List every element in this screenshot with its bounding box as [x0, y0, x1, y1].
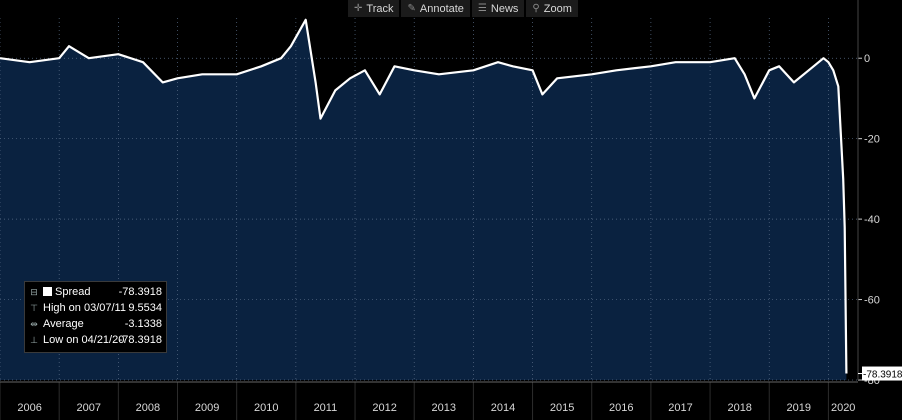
legend-label-spread: Spread — [43, 286, 90, 298]
high-marker-icon: ⊤ — [30, 303, 38, 313]
x-tick-label: 2020 — [831, 402, 855, 414]
x-tick-label: 2016 — [609, 402, 633, 414]
average-marker-icon: ⇹ — [30, 319, 38, 329]
x-tick-label: 2015 — [550, 402, 574, 414]
y-tick-label: -60 — [864, 295, 880, 307]
legend-row-spread: ⊟ Spread -78.3918 — [25, 285, 166, 301]
legend-value-high: 9.5534 — [128, 302, 162, 314]
spread-line — [0, 18, 848, 374]
series-swatch-icon: ⊟ — [30, 287, 38, 297]
x-tick-label: 2006 — [17, 402, 41, 414]
annotate-label: Annotate — [419, 2, 464, 15]
x-tick-label: 2010 — [254, 402, 278, 414]
zoom-button[interactable]: ⚲ Zoom — [526, 0, 578, 17]
pencil-icon: ✎ — [407, 3, 416, 14]
x-tick-label: 2018 — [727, 402, 751, 414]
legend-row-low: ⊥ Low on 04/21/20 -78.3918 — [25, 333, 166, 349]
chart-legend: ⊟ Spread -78.3918 ⊤ High on 03/07/11 9.5… — [24, 281, 167, 353]
track-label: Track — [366, 2, 394, 15]
last-value-tag — [862, 366, 902, 381]
crosshair-icon: ✛ — [354, 3, 363, 14]
news-label: News — [490, 2, 519, 15]
legend-row-average: ⇹ Average -3.1338 — [25, 317, 166, 333]
y-tick-label: -40 — [864, 214, 880, 226]
x-tick-label: 2017 — [668, 402, 692, 414]
low-marker-icon: ⊥ — [30, 335, 38, 345]
legend-label-high: High on 03/07/11 — [43, 302, 126, 314]
x-tick-label: 2019 — [787, 402, 811, 414]
legend-row-high: ⊤ High on 03/07/11 9.5534 — [25, 301, 166, 317]
x-tick-label: 2008 — [136, 402, 160, 414]
chart-toolbar: ✛ Track ✎ Annotate ☰ News ⚲ Zoom — [348, 0, 578, 17]
annotate-button[interactable]: ✎ Annotate — [401, 0, 470, 17]
legend-value-low: -78.3918 — [118, 334, 162, 346]
y-tick-label: 0 — [864, 53, 870, 65]
x-tick-label: 2011 — [314, 402, 338, 414]
news-button[interactable]: ☰ News — [471, 0, 525, 17]
x-tick-label: 2009 — [195, 402, 219, 414]
x-tick-label: 2013 — [432, 402, 456, 414]
legend-value-average: -3.1338 — [124, 318, 162, 330]
y-tick-label: -20 — [864, 134, 880, 146]
legend-label-low: Low on 04/21/20 — [43, 334, 125, 346]
legend-label-average: Average — [43, 318, 84, 330]
track-button[interactable]: ✛ Track — [348, 0, 400, 17]
spread-area — [0, 19, 847, 381]
x-tick-label: 2012 — [372, 402, 396, 414]
magnifier-icon: ⚲ — [532, 3, 540, 14]
x-tick-label: 2007 — [77, 402, 101, 414]
x-tick-label: 2014 — [491, 402, 515, 414]
zoom-label: Zoom — [543, 2, 572, 15]
last-value-label: -78.3918 — [863, 370, 902, 381]
news-icon: ☰ — [477, 3, 487, 14]
series-swatch — [43, 287, 52, 296]
legend-value-spread: -78.3918 — [118, 286, 162, 298]
